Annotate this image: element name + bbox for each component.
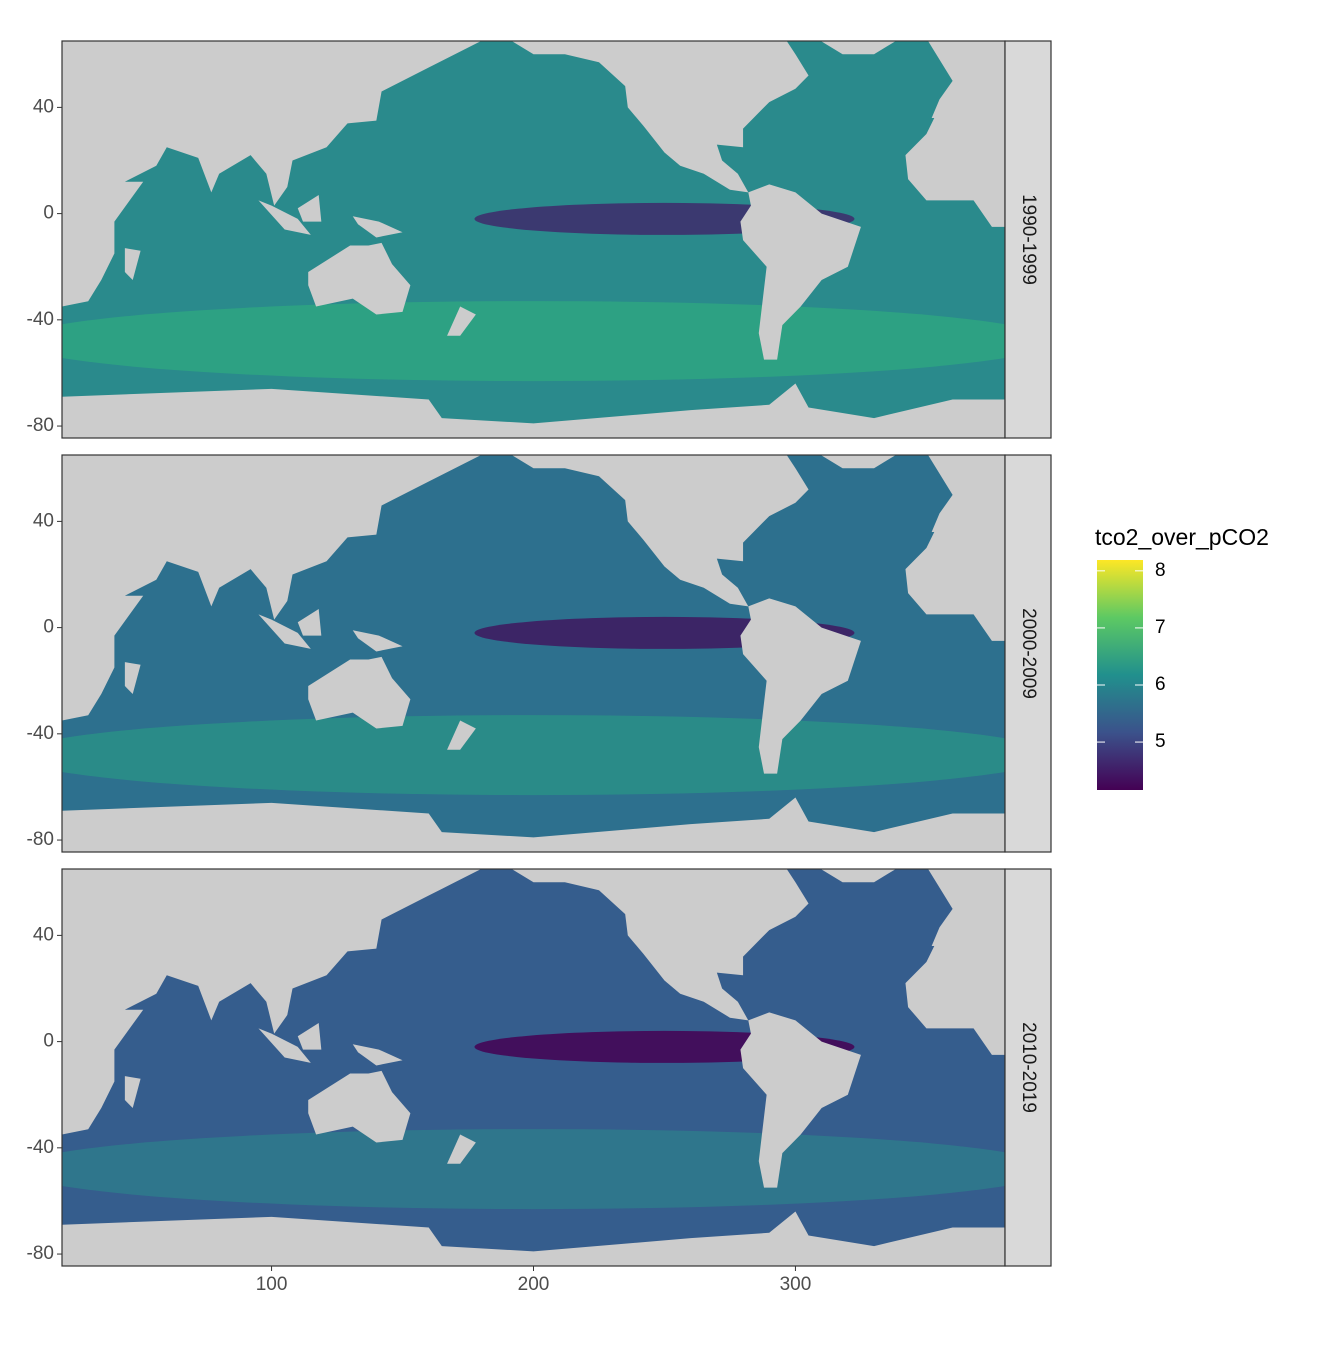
land (928, 455, 1005, 533)
land (308, 1070, 411, 1143)
land (62, 869, 482, 1135)
strip-label: 2010-2019 (1018, 1022, 1039, 1113)
map-panel (62, 41, 1005, 438)
land (447, 1134, 476, 1164)
land (308, 656, 411, 729)
land (352, 1044, 403, 1066)
land (124, 248, 141, 280)
land (820, 869, 896, 883)
land (297, 195, 322, 222)
land (511, 455, 809, 607)
land (447, 306, 476, 336)
strip-label: 1990-1999 (1018, 194, 1039, 285)
southern-band (62, 301, 1005, 382)
land (928, 41, 1005, 119)
land (124, 662, 141, 694)
y-tick-label: 40 (33, 510, 54, 531)
land (511, 869, 809, 1021)
land (258, 1028, 311, 1063)
y-tick-label: -80 (27, 829, 54, 850)
land (62, 1211, 1005, 1266)
y-tick-label: 40 (33, 924, 54, 945)
land (352, 216, 403, 238)
land (740, 598, 861, 774)
y-tick-label: -40 (27, 723, 54, 744)
land (820, 455, 896, 469)
land (62, 455, 482, 721)
southern-band (62, 1129, 1005, 1210)
land (352, 630, 403, 652)
y-tick-label: -40 (27, 1137, 54, 1158)
land (258, 614, 311, 649)
colorbar-label: 5 (1155, 731, 1166, 752)
land (905, 118, 1005, 227)
colorbar-label: 7 (1155, 617, 1166, 638)
land (928, 869, 1005, 947)
y-tick-label: 0 (43, 1031, 54, 1052)
y-tick-label: 0 (43, 617, 54, 638)
strip (1004, 40, 1052, 439)
land (308, 242, 411, 315)
map-panel (62, 455, 1005, 852)
colorbar-label: 6 (1155, 674, 1166, 695)
strip (1004, 868, 1052, 1267)
land (297, 1023, 322, 1050)
strip-label: 2000-2009 (1018, 608, 1039, 699)
land (820, 41, 896, 55)
land (740, 184, 861, 360)
y-tick-label: 40 (33, 96, 54, 117)
x-tick-label: 300 (780, 1274, 812, 1295)
x-tick-label: 200 (518, 1274, 550, 1295)
land (258, 200, 311, 235)
legend-title: tco2_over_pCO2 (1095, 524, 1269, 550)
x-tick-label: 100 (256, 1274, 288, 1295)
land (297, 609, 322, 636)
land (124, 1076, 141, 1108)
southern-band (62, 715, 1005, 796)
land (905, 532, 1005, 641)
land (511, 41, 809, 193)
land (905, 946, 1005, 1055)
land (62, 41, 482, 307)
land (740, 1012, 861, 1188)
map-panel (62, 869, 1005, 1266)
y-tick-label: -80 (27, 1243, 54, 1264)
y-tick-label: -40 (27, 309, 54, 330)
land (62, 797, 1005, 852)
y-tick-label: 0 (43, 203, 54, 224)
land (447, 720, 476, 750)
strip (1004, 454, 1052, 853)
y-tick-label: -80 (27, 415, 54, 436)
colorbar-label: 8 (1155, 560, 1166, 581)
land (62, 383, 1005, 438)
colorbar (1097, 560, 1143, 790)
